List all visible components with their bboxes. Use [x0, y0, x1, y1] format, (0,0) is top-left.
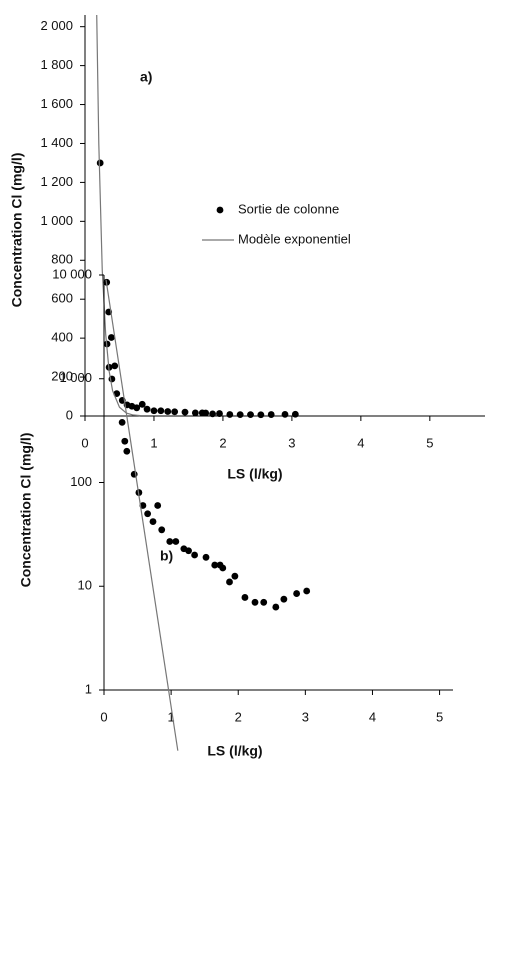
legend-label: Sortie de colonne — [238, 201, 339, 216]
data-point — [164, 408, 172, 415]
data-point — [257, 411, 265, 419]
data-point — [154, 502, 162, 509]
data-point — [202, 409, 210, 417]
data-point — [209, 410, 216, 418]
data-point — [272, 603, 280, 611]
data-point — [291, 410, 299, 418]
data-point — [158, 526, 166, 534]
data-point — [267, 411, 275, 418]
data-point — [185, 547, 192, 555]
data-point — [138, 400, 146, 408]
data-point — [121, 437, 129, 445]
data-point — [96, 159, 104, 167]
y-axis-title: Concentration Cl (mg/l) — [9, 153, 25, 308]
data-point — [251, 598, 259, 606]
x-tick-label: 0 — [100, 709, 107, 724]
data-point — [150, 407, 158, 415]
data-point — [226, 578, 233, 586]
data-point — [226, 411, 234, 418]
data-point — [241, 594, 249, 601]
legend-marker — [216, 206, 224, 214]
data-point — [157, 407, 165, 415]
annotation: a) — [140, 69, 152, 85]
y-tick-label: 1 — [85, 681, 92, 696]
data-point — [211, 561, 219, 569]
y-tick-label: 600 — [51, 291, 73, 306]
y-tick-label: 400 — [51, 330, 73, 345]
x-tick-label: 3 — [288, 435, 295, 450]
x-tick-label: 0 — [81, 435, 88, 450]
x-tick-label: 2 — [219, 435, 226, 450]
data-point — [280, 595, 288, 603]
x-axis-title: LS (l/kg) — [207, 743, 262, 759]
y-tick-label: 1 000 — [59, 370, 92, 385]
annotation: b) — [160, 548, 173, 564]
x-tick-label: 4 — [369, 709, 376, 724]
data-point — [172, 538, 180, 545]
data-point — [236, 411, 244, 419]
data-point — [303, 587, 311, 595]
x-tick-label: 3 — [302, 709, 309, 724]
data-point — [118, 418, 126, 426]
data-point — [216, 410, 223, 417]
y-tick-label: 10 — [78, 578, 92, 593]
data-point — [166, 538, 174, 545]
legend-label: Modèle exponentiel — [238, 231, 351, 246]
data-point — [107, 334, 115, 341]
y-tick-label: 800 — [51, 252, 73, 267]
model-line — [96, 14, 141, 417]
x-tick-label: 1 — [167, 709, 174, 724]
data-point — [247, 411, 254, 419]
x-tick-label: 2 — [235, 709, 242, 724]
data-point — [293, 590, 301, 597]
data-point — [191, 551, 199, 559]
model-line — [105, 279, 179, 751]
data-point — [171, 408, 179, 416]
y-tick-label: 1 800 — [40, 57, 73, 72]
y-tick-label: 1 200 — [40, 174, 73, 189]
data-point — [111, 362, 119, 370]
data-point — [260, 598, 268, 606]
x-axis-title: LS (l/kg) — [227, 466, 282, 482]
y-tick-label: 1 600 — [40, 96, 73, 111]
x-tick-label: 5 — [426, 435, 433, 450]
data-point — [281, 410, 289, 418]
data-point — [181, 408, 189, 416]
data-point — [219, 564, 227, 572]
data-point — [202, 553, 210, 561]
data-point — [191, 409, 199, 417]
y-tick-label: 1 000 — [40, 213, 73, 228]
data-point — [149, 518, 157, 525]
y-tick-label: 10 000 — [52, 266, 92, 281]
y-tick-label: 100 — [70, 474, 92, 489]
data-point — [144, 510, 152, 518]
y-tick-label: 2 000 — [40, 18, 73, 33]
x-tick-label: 1 — [150, 435, 157, 450]
x-tick-label: 4 — [357, 435, 364, 450]
data-point — [133, 404, 141, 412]
data-point — [123, 447, 131, 455]
y-tick-label: 0 — [66, 407, 73, 422]
data-point — [231, 572, 239, 580]
data-point — [143, 405, 151, 413]
y-axis-title: Concentration Cl (mg/l) — [18, 433, 34, 588]
y-tick-label: 1 400 — [40, 135, 73, 150]
y-tick-label: 200 — [51, 369, 73, 384]
x-tick-label: 5 — [436, 709, 443, 724]
